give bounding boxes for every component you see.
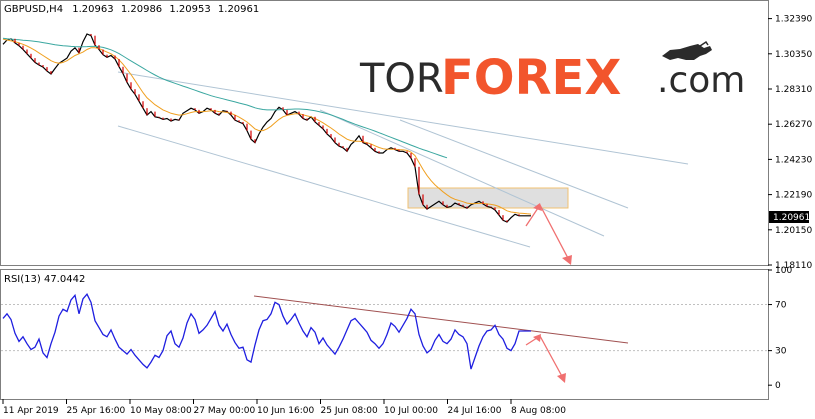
- logo-com: .com: [657, 60, 745, 101]
- torforex-logo: TOR FOREX .com: [359, 40, 745, 106]
- rsi-line: [2, 293, 531, 370]
- time-axis: 11 Apr 2019 25 Apr 16:00 10 May 08:00 27 Ma…: [2, 399, 566, 416]
- time-tick-label: 10 Jun 16:00: [257, 406, 314, 416]
- rsi-arrowhead-down: [557, 373, 566, 383]
- price-axis: 1.32390 1.30350 1.28310 1.26270 1.24230 1.221…: [768, 15, 812, 271]
- price-tick-label: 1.20150: [775, 226, 812, 236]
- rsi-trendline: [253, 295, 629, 344]
- time-tick-label: 25 Jun 08:00: [321, 406, 378, 416]
- trendline-channel-bottom: [117, 125, 531, 248]
- rsi-series: [2, 293, 531, 370]
- time-tick-label: 8 Aug 08:00: [511, 406, 566, 416]
- time-tick-label: 25 Apr 16:00: [67, 406, 126, 416]
- current-price-tag: [769, 211, 809, 223]
- ohlc-low: 1.20953: [169, 4, 210, 15]
- symbol-header: GBPUSD,H4 1.20963 1.20986 1.20953 1.2096…: [4, 4, 259, 15]
- ma-fast-line: [2, 38, 532, 215]
- price-line: [2, 33, 531, 223]
- rsi-tick-label: 100: [775, 266, 792, 276]
- current-price-label: 1.20961: [773, 213, 810, 223]
- symbol-label: GBPUSD,H4: [4, 4, 63, 15]
- price-tick-label: 1.30350: [775, 50, 812, 60]
- price-tick-label: 1.32390: [775, 15, 812, 25]
- resistance-zone: [407, 187, 569, 209]
- price-tick-label: 1.26270: [775, 120, 812, 130]
- rsi-arrowhead-up: [533, 334, 541, 342]
- rsi-axis: 100 70 30 0: [768, 266, 792, 391]
- time-tick-label: 27 May 00:00: [194, 406, 256, 416]
- rsi-tick-label: 0: [775, 381, 781, 391]
- rsi-forecast-arrows: [525, 334, 566, 383]
- price-trendlines: [117, 71, 689, 248]
- price-tick-label: 1.22190: [775, 191, 812, 201]
- bull-icon: [662, 40, 712, 60]
- trendline-upper: [117, 71, 689, 165]
- price-tick-label: 1.18110: [775, 261, 812, 271]
- time-tick-label: 10 May 08:00: [130, 406, 192, 416]
- rsi-header: RSI(13) 47.0442: [4, 274, 85, 285]
- ma-slow-line: [2, 37, 448, 159]
- logo-tor: TOR: [359, 56, 444, 102]
- rsi-tick-label: 70: [775, 301, 787, 311]
- price-series: [2, 33, 532, 223]
- trendline-channel-top: [319, 109, 605, 237]
- time-tick-label: 11 Apr 2019: [3, 406, 59, 416]
- trendline-middle: [399, 119, 629, 209]
- time-tick-label: 10 Jul 00:00: [384, 406, 438, 416]
- time-tick-label: 24 Jul 16:00: [448, 406, 502, 416]
- price-panel[interactable]: [0, 0, 769, 266]
- price-tick-label: 1.24230: [775, 155, 812, 165]
- rsi-panel[interactable]: [0, 269, 769, 400]
- ohlc-open: 1.20963: [72, 4, 113, 15]
- rsi-tick-label: 30: [775, 347, 787, 357]
- arrowhead-down: [562, 255, 572, 265]
- logo-forex: FOREX: [441, 50, 621, 106]
- arrowhead-up: [533, 203, 542, 211]
- ohlc-high: 1.20986: [121, 4, 162, 15]
- ohlc-close: 1.20961: [218, 4, 259, 15]
- forecast-arrows: [525, 203, 572, 265]
- price-tick-label: 1.28310: [775, 85, 812, 95]
